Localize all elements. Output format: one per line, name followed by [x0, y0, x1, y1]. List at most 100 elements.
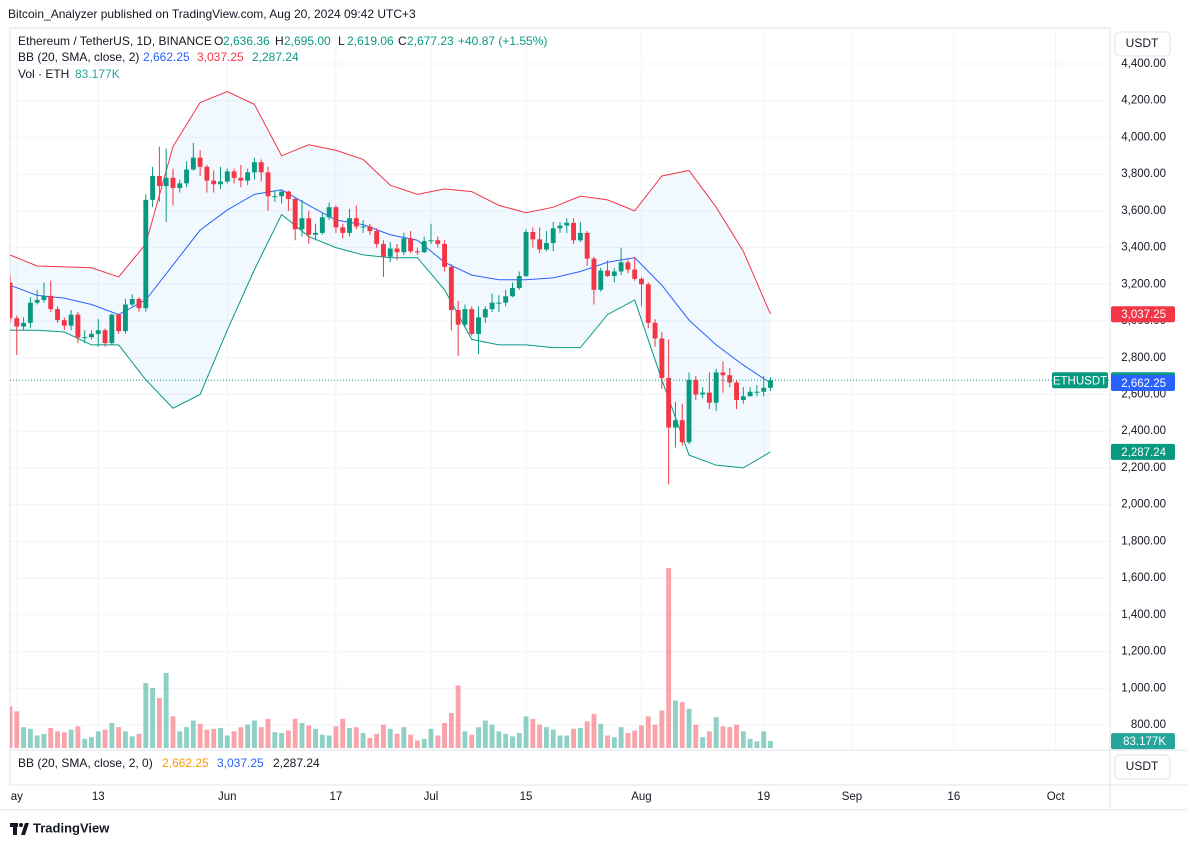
- volume-bar: [381, 724, 386, 748]
- legend-value: 2,677.23: [407, 34, 454, 48]
- vol-legend: Vol · ETH: [18, 67, 69, 81]
- volume-tag: [1111, 733, 1175, 750]
- volume-bar: [557, 735, 563, 748]
- volume-bar: [279, 733, 285, 748]
- price-tag: [1111, 443, 1175, 460]
- currency[interactable]: USDT: [1126, 759, 1159, 773]
- bb-value: 2,662.25: [143, 50, 190, 64]
- volume-bar: [652, 724, 658, 748]
- currency-button[interactable]: [1114, 754, 1171, 780]
- x-tick-label: Oct: [1047, 791, 1066, 803]
- candle-body: [577, 232, 583, 241]
- candle-body: [143, 199, 149, 309]
- y-tick-label: 4,000.00: [1121, 131, 1166, 143]
- volume-bar: [496, 731, 502, 748]
- volume-bar: [75, 726, 81, 748]
- volume-bar: [21, 727, 27, 748]
- candle-body: [224, 171, 230, 182]
- volume-bar: [686, 708, 692, 748]
- candle-body: [611, 271, 617, 277]
- candle-body: [129, 298, 135, 305]
- candle-body: [265, 172, 271, 197]
- volume-bar: [455, 685, 461, 748]
- candle-body: [197, 157, 203, 167]
- volume-bar: [285, 730, 291, 748]
- y-tick-label: 3,200.00: [1121, 278, 1166, 290]
- symbol-tag-label: ETHUSDT: [1053, 375, 1107, 387]
- candle-body: [442, 243, 448, 267]
- volume-bar: [632, 730, 638, 748]
- volume-bar: [510, 736, 515, 748]
- volume-bar: [401, 727, 407, 748]
- volume-tag-label: 83.177K: [1123, 736, 1166, 748]
- volume-bar: [116, 727, 122, 748]
- candle-body: [333, 207, 339, 228]
- volume-bar: [408, 734, 414, 748]
- volume-bar: [482, 720, 488, 748]
- volume-bar: [163, 673, 169, 748]
- candle-body: [659, 338, 665, 378]
- volume-bar: [672, 700, 678, 748]
- candle-body: [448, 266, 454, 311]
- volume-bar: [740, 731, 746, 748]
- y-tick-label: 4,200.00: [1121, 95, 1166, 107]
- y-tick-label: 2,200.00: [1121, 462, 1166, 474]
- currency-button[interactable]: [1114, 31, 1171, 57]
- symbol-tag: [1052, 372, 1108, 389]
- x-tick-label: Jul: [424, 791, 439, 803]
- y-tick-label: 1,200.00: [1121, 646, 1166, 658]
- candle-body: [503, 296, 509, 303]
- candle-body: [510, 287, 515, 297]
- candle-body: [292, 198, 298, 230]
- candle-body: [340, 227, 346, 233]
- y-tick-label: 1,000.00: [1121, 682, 1166, 694]
- x-tick-label: Aug: [631, 791, 651, 803]
- candle-body: [435, 240, 441, 244]
- volume-bar: [265, 718, 271, 748]
- legend-key: C: [398, 34, 407, 48]
- volume-bar: [231, 731, 237, 748]
- candle-body: [95, 330, 101, 334]
- volume-bar: [204, 729, 210, 748]
- volume-bar: [768, 741, 773, 748]
- candle-body: [231, 171, 237, 178]
- volume-bar: [333, 726, 339, 748]
- candle-body: [401, 238, 407, 253]
- volume-bar: [102, 729, 108, 748]
- vol-value: 83.177K: [75, 67, 120, 81]
- candle-body: [496, 302, 502, 304]
- legend-value: 2,619.06: [347, 34, 394, 48]
- volume-bar: [150, 688, 156, 748]
- candle-body: [530, 231, 536, 240]
- bb-value: 2,287.24: [252, 50, 299, 64]
- candle-body: [177, 183, 183, 188]
- volume-bar: [367, 738, 373, 748]
- y-tick-label: 1,600.00: [1121, 572, 1166, 584]
- candle-body: [21, 322, 27, 327]
- candle-body: [679, 420, 685, 443]
- candle-body: [252, 162, 257, 173]
- volume-bar: [313, 728, 318, 748]
- volume-bar: [639, 725, 644, 748]
- currency[interactable]: USDT: [1126, 36, 1159, 50]
- candle-body: [713, 372, 719, 403]
- candle-body: [279, 191, 285, 197]
- price-tag: [1111, 375, 1175, 392]
- y-tick-label: 1,800.00: [1121, 535, 1166, 547]
- volume-bar: [245, 724, 251, 748]
- volume-bar: [414, 740, 420, 748]
- candle-body: [204, 166, 210, 181]
- candle-body: [414, 251, 420, 253]
- volume-bar: [34, 735, 40, 748]
- candle-body: [666, 377, 672, 428]
- volume-bar: [428, 728, 434, 748]
- volume-bar: [700, 737, 706, 748]
- volume-bar: [679, 702, 685, 748]
- volume-bar: [326, 735, 332, 748]
- pane2-legend: BB (20, SMA, close, 2, 0): [18, 756, 153, 770]
- x-tick-label: Sep: [842, 791, 862, 803]
- volume-bar: [272, 732, 278, 748]
- volume-bar: [598, 723, 604, 748]
- candle-body: [27, 302, 33, 323]
- volume-bar: [754, 741, 760, 748]
